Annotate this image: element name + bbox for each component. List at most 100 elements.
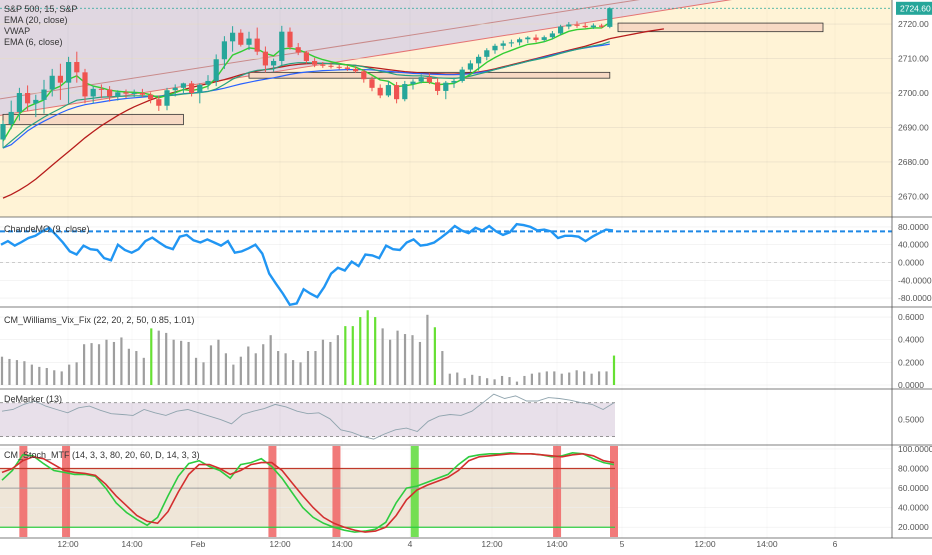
time-tick-label: 4 — [408, 539, 413, 549]
legend-vwap: VWAP — [4, 26, 30, 36]
candle-body — [115, 92, 121, 97]
candle-body — [49, 75, 55, 90]
stoch-mtf-pane[interactable]: 100.0000 80.0000 60.0000 40.0000 20.0000 — [0, 444, 932, 537]
candle — [377, 84, 383, 99]
supply-demand-zone — [617, 22, 824, 33]
vix-bar — [224, 353, 228, 385]
candle — [303, 50, 309, 64]
vix-bar — [381, 328, 384, 385]
candle-body — [287, 31, 293, 48]
vix-bar — [232, 364, 235, 385]
williams-vix-fix-pane[interactable]: 0.6000 0.4000 0.2000 0.0000 — [0, 310, 932, 390]
candle — [139, 88, 145, 98]
vix-bar — [403, 334, 407, 385]
candle-body — [90, 88, 96, 97]
candle-body — [353, 68, 359, 72]
candle — [435, 78, 441, 96]
candle — [476, 54, 482, 71]
candle — [25, 85, 31, 111]
vix-bar — [247, 346, 250, 385]
vix-bar — [612, 355, 616, 385]
vix-bar — [239, 356, 242, 385]
candle-body — [476, 56, 482, 64]
stoch-signal-bar-red — [610, 446, 618, 537]
candle-body — [295, 47, 301, 53]
candle — [558, 24, 564, 36]
candle — [115, 90, 121, 101]
price-tick-label: 2680.00 — [898, 157, 929, 167]
candle — [49, 68, 55, 97]
vix-bar — [97, 344, 101, 385]
vix-bar — [388, 339, 392, 385]
candle — [221, 36, 227, 69]
candle-body — [525, 37, 531, 40]
candle-body — [492, 45, 498, 51]
candle-body — [66, 62, 72, 83]
candle-body — [74, 62, 80, 73]
vix-bar — [545, 371, 548, 385]
candle — [295, 43, 301, 56]
vix-bar — [336, 335, 339, 385]
candle-body — [197, 84, 203, 93]
candle — [8, 100, 14, 130]
demarker-pane[interactable]: 0.5000 — [0, 393, 932, 446]
vix-bar — [500, 375, 504, 385]
candle-body — [254, 38, 260, 52]
candle — [189, 80, 195, 97]
vix-bar — [82, 344, 86, 385]
vix-bar — [590, 373, 593, 385]
chande-mo-pane[interactable]: 80.0000 40.0000 0.0000 -40.0000 -80.0000 — [0, 222, 932, 308]
candle-body — [139, 93, 145, 95]
vix-bar — [396, 330, 399, 385]
legend-ema20: EMA (20, close) — [4, 15, 68, 25]
candle-body — [410, 81, 416, 85]
candle-body — [418, 77, 424, 82]
candle-body — [82, 72, 88, 97]
candle — [361, 69, 367, 83]
candle — [246, 31, 252, 50]
candle — [517, 37, 523, 46]
vix-bar — [120, 337, 123, 385]
candle-body — [230, 32, 236, 42]
candle-body — [107, 89, 113, 97]
candle — [164, 87, 170, 111]
candle-body — [180, 83, 186, 88]
vix-bar — [426, 314, 429, 385]
candle — [599, 23, 605, 29]
vix-bar — [329, 341, 332, 385]
candle-body — [213, 59, 219, 81]
time-tick-label: 12:00 — [481, 539, 503, 549]
candle — [74, 51, 80, 83]
candle — [16, 87, 22, 121]
stoch-band — [0, 468, 615, 528]
candle — [82, 68, 88, 104]
time-tick-label: 14:00 — [546, 539, 568, 549]
candle — [254, 27, 260, 56]
candle-body — [558, 26, 564, 34]
candle-body — [312, 60, 318, 65]
candle-body — [590, 25, 596, 28]
vix-bar — [284, 353, 287, 385]
candle-body — [582, 25, 588, 28]
supply-demand-zone — [2, 113, 184, 126]
price-tick-label: 2720.00 — [898, 19, 929, 29]
candle — [607, 7, 613, 29]
candle-body — [344, 67, 350, 69]
vix-bar — [262, 344, 265, 385]
vix-bar — [508, 377, 511, 385]
price-pane[interactable]: 2670.00 2680.00 2690.00 2700.00 2710.00 2720.… — [0, 0, 932, 218]
vix-bar — [441, 351, 444, 385]
vix-bar — [75, 362, 78, 385]
vix-bar — [515, 381, 519, 385]
time-tick-label: 14:00 — [331, 539, 353, 549]
candle — [41, 79, 47, 114]
vix-tick-label: 0.2000 — [898, 357, 924, 367]
stoch-signal-bar-red — [62, 446, 71, 537]
vix-bar — [202, 362, 205, 385]
vix-bar — [411, 335, 414, 385]
candle-body — [484, 50, 490, 57]
candle-body — [262, 51, 268, 66]
price-legend: S&P 500, 15, S&P EMA (20, close) VWAP EM… — [4, 4, 77, 47]
